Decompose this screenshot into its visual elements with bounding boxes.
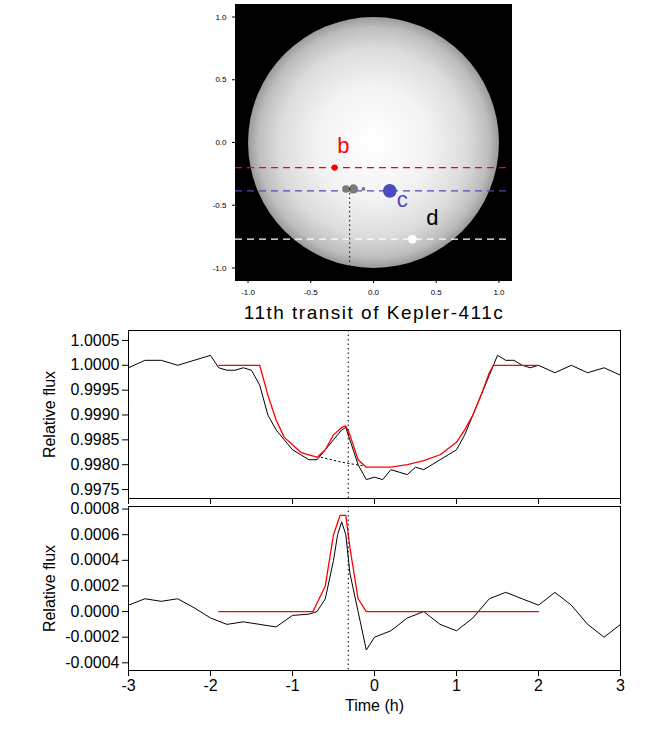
svg-text:0.9975: 0.9975: [71, 481, 120, 498]
svg-text:0.5: 0.5: [431, 288, 443, 297]
svg-text:0.0008: 0.0008: [71, 500, 120, 517]
svg-text:0.5: 0.5: [215, 75, 227, 84]
svg-text:-2: -2: [203, 677, 217, 694]
svg-text:1.0005: 1.0005: [71, 332, 120, 349]
svg-text:0.0000: 0.0000: [71, 603, 120, 620]
svg-text:1.0000: 1.0000: [71, 356, 120, 373]
svg-text:0.0: 0.0: [368, 288, 380, 297]
svg-text:1: 1: [452, 677, 461, 694]
svg-text:-0.0004: -0.0004: [65, 654, 119, 671]
svg-text:0.0004: 0.0004: [71, 551, 120, 568]
svg-text:0.9985: 0.9985: [71, 431, 120, 448]
svg-text:Relative flux: Relative flux: [41, 371, 58, 458]
svg-text:c: c: [397, 187, 408, 212]
svg-text:2: 2: [534, 677, 543, 694]
svg-text:Time (h): Time (h): [345, 697, 404, 714]
svg-text:d: d: [426, 205, 438, 230]
html-text:11th transit of Kepler-411c: 11th transit of Kepler-411c: [243, 302, 505, 323]
svg-text:-0.0002: -0.0002: [65, 628, 119, 645]
svg-text:1.0: 1.0: [493, 288, 505, 297]
svg-text:1.0: 1.0: [215, 13, 227, 22]
svg-text:0.0002: 0.0002: [71, 577, 120, 594]
svg-text:0.9980: 0.9980: [71, 456, 120, 473]
svg-text:-1.0: -1.0: [241, 288, 255, 297]
svg-text:0.9995: 0.9995: [71, 381, 120, 398]
svg-text:-3: -3: [121, 677, 135, 694]
svg-text:-1.0: -1.0: [213, 264, 227, 273]
svg-text:Relative flux: Relative flux: [41, 545, 58, 632]
svg-text:-1: -1: [285, 677, 299, 694]
svg-text:0.0006: 0.0006: [71, 526, 120, 543]
svg-text:b: b: [337, 133, 349, 158]
svg-text:0.9990: 0.9990: [71, 406, 120, 423]
svg-text:3: 3: [616, 677, 625, 694]
svg-text:0: 0: [370, 677, 379, 694]
svg-text:-0.5: -0.5: [304, 288, 318, 297]
svg-text:0.0: 0.0: [215, 138, 227, 147]
svg-text:-0.5: -0.5: [213, 201, 227, 210]
